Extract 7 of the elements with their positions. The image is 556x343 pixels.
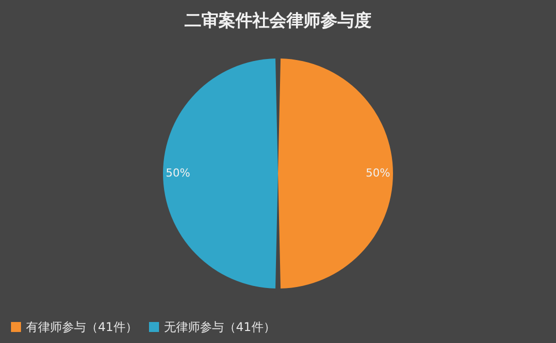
data-label: 50% [166, 166, 190, 180]
legend-label: 有律师参与（41件） [26, 320, 138, 334]
chart-title: 二审案件社会律师参与度 [184, 10, 372, 31]
legend-label: 无律师参与（41件） [164, 320, 276, 334]
data-label: 50% [366, 166, 390, 180]
pie-slice [278, 58, 394, 288]
pie-slice [162, 58, 278, 288]
